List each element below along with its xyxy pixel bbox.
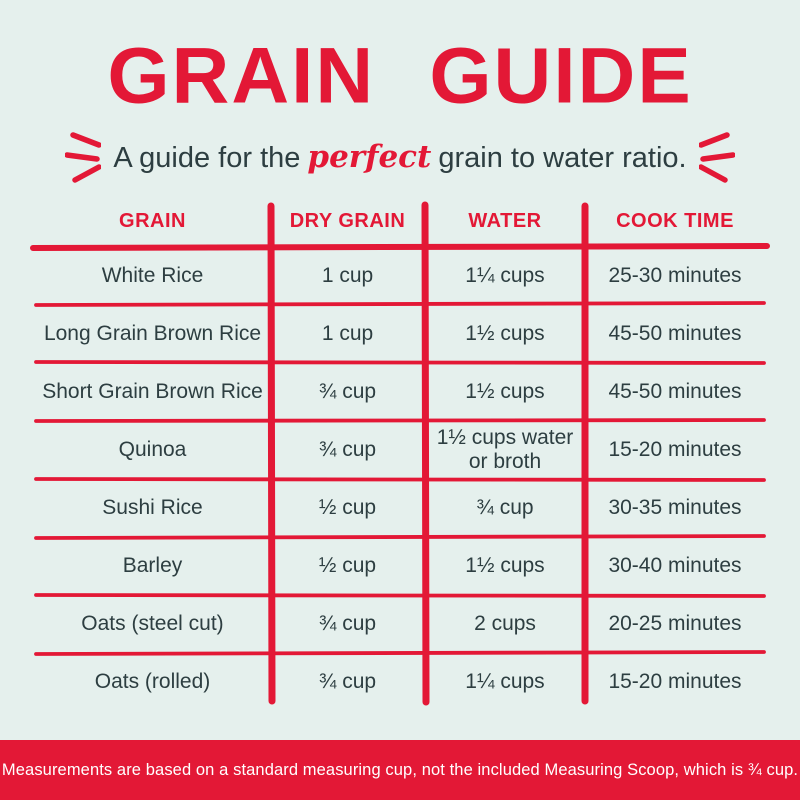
- column-header-grain: GRAIN: [119, 209, 186, 232]
- table-row: Barley ½ cup 1½ cups 30-40 minutes: [35, 537, 765, 595]
- cell-cook-time: 15-20 minutes: [608, 669, 742, 693]
- cell-grain: Quinoa: [118, 437, 187, 461]
- subtitle-row: A guide for the perfect grain to water rat…: [0, 124, 800, 190]
- cell-water: ¾ cup: [476, 495, 534, 519]
- cell-water: 1½ cups: [465, 379, 545, 403]
- cell-dry-grain: 1 cup: [321, 263, 374, 287]
- cell-dry-grain: ½ cup: [318, 495, 377, 519]
- column-header-water: WATER: [468, 209, 542, 232]
- subtitle-prefix: A guide for the: [113, 142, 301, 174]
- subtitle-highlight: perfect: [307, 139, 432, 175]
- cell-grain: Long Grain Brown Rice: [43, 321, 262, 345]
- column-header-cook-time: COOK TIME: [616, 209, 734, 232]
- subtitle-suffix: grain to water ratio.: [438, 142, 687, 174]
- table-row: Long Grain Brown Rice 1 cup 1½ cups 45-5…: [35, 305, 765, 363]
- cell-water: 1½ cups: [465, 553, 545, 577]
- cell-dry-grain: 1 cup: [321, 321, 374, 345]
- cell-water: 1¼ cups: [465, 669, 545, 693]
- cell-water: 1¼ cups: [465, 263, 545, 287]
- page-title: GRAIN GUIDE: [107, 31, 693, 120]
- cell-cook-time: 45-50 minutes: [608, 321, 742, 345]
- column-header-dry-grain: DRY GRAIN: [289, 209, 406, 232]
- cell-grain: Oats (steel cut): [81, 611, 224, 635]
- table-row: Oats (rolled) ¾ cup 1¼ cups 15-20 minute…: [35, 653, 765, 711]
- table-row: Oats (steel cut) ¾ cup 2 cups 20-25 minu…: [35, 595, 765, 653]
- subtitle: A guide for the perfect grain to water rat…: [113, 139, 686, 175]
- cell-cook-time: 15-20 minutes: [608, 437, 742, 461]
- cell-water: 2 cups: [474, 611, 536, 635]
- cell-grain: Oats (rolled): [94, 669, 211, 693]
- cell-grain: Short Grain Brown Rice: [42, 379, 263, 403]
- table-row: Sushi Rice ½ cup ¾ cup 30-35 minutes: [35, 479, 765, 537]
- cell-dry-grain: ¾ cup: [318, 669, 377, 693]
- cell-grain: Sushi Rice: [102, 495, 203, 519]
- table-row: White Rice 1 cup 1¼ cups 25-30 minutes: [35, 247, 765, 305]
- cell-cook-time: 25-30 minutes: [608, 263, 742, 287]
- cell-water: 1½ cups water or broth: [436, 425, 574, 473]
- table-header-row: GRAIN DRY GRAIN WATER COOK TIME: [35, 195, 765, 247]
- cell-grain: White Rice: [101, 263, 204, 287]
- cell-cook-time: 20-25 minutes: [608, 611, 742, 635]
- cell-dry-grain: ¾ cup: [318, 611, 377, 635]
- emphasis-lines-right-icon: [698, 127, 735, 187]
- cell-cook-time: 45-50 minutes: [608, 379, 742, 403]
- table-row: Quinoa ¾ cup 1½ cups water or broth 15-2…: [35, 421, 765, 479]
- cell-dry-grain: ¾ cup: [318, 379, 377, 403]
- grain-table: GRAIN DRY GRAIN WATER COOK TIME White Ri…: [35, 195, 765, 711]
- footer-band: Measurements are based on a standard mea…: [0, 740, 800, 800]
- cell-cook-time: 30-40 minutes: [608, 553, 742, 577]
- table-row: Short Grain Brown Rice ¾ cup 1½ cups 45-…: [35, 363, 765, 421]
- cell-dry-grain: ½ cup: [318, 553, 377, 577]
- cell-cook-time: 30-35 minutes: [608, 495, 742, 519]
- footer-note: Measurements are based on a standard mea…: [1, 760, 799, 779]
- cell-grain: Barley: [122, 553, 183, 577]
- cell-water: 1½ cups: [465, 321, 545, 345]
- cell-dry-grain: ¾ cup: [318, 437, 377, 461]
- emphasis-lines-left-icon: [65, 127, 102, 187]
